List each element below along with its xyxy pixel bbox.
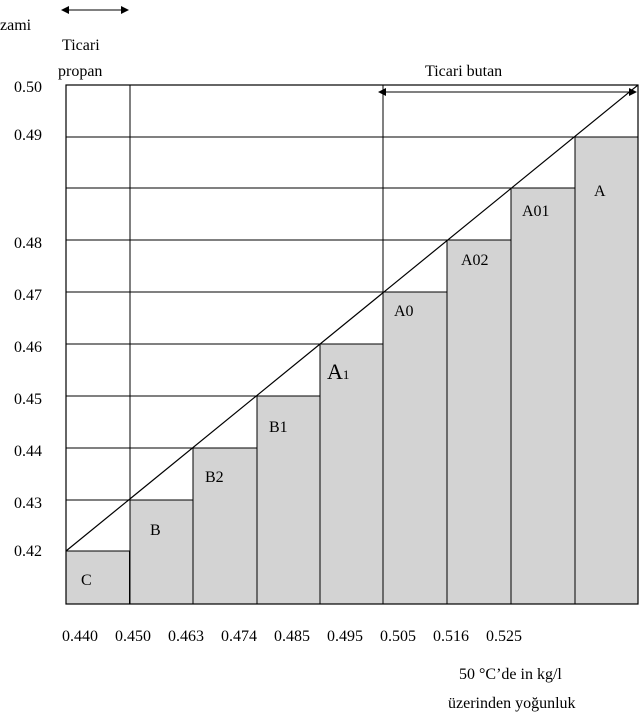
y-tick: 0.42 [14,543,42,560]
bar-a0 [382,291,448,605]
y-tick: 0.43 [14,495,42,512]
step-label-b: B [150,522,161,539]
x-tick: 0.505 [380,628,416,645]
x-tick: 0.440 [62,628,98,645]
butan-label: Ticari butan [425,63,502,80]
y-tick: 0.48 [14,235,42,252]
bar-b2 [192,447,258,605]
y-tick: 0.45 [14,391,42,408]
step-label-c: C [81,572,92,589]
y-tick: 0.50 [14,79,42,96]
y-tick: 0.49 [14,127,42,144]
step-labels: C B B2 B1 A1 A0 A02 A01 A [81,183,606,589]
step-label-a1-sub: 1 [343,367,350,382]
x-tick: 0.450 [115,628,151,645]
step-label-a: A [594,183,606,200]
x-tick: 0.474 [221,628,257,645]
step-label-a1-main: A [327,359,343,384]
x-axis-labels: 0.440 0.450 0.463 0.474 0.485 0.495 0.50… [62,628,522,645]
y-tick: 0.47 [14,287,42,304]
x-tick: 0.485 [274,628,310,645]
x-tick: 0.516 [433,628,469,645]
y-axis-labels: 0.50 0.49 0.48 0.47 0.46 0.45 0.44 0.43 … [14,79,42,560]
step-label-b2: B2 [205,469,224,486]
bar-a [574,136,639,605]
grade-bars [65,136,639,605]
footer-line1: 50 °C’de in kg/l [459,666,562,683]
x-tick: 0.525 [486,628,522,645]
header-left-partial: zami [0,17,32,34]
bar-a02 [446,239,512,605]
bar-b [129,499,194,605]
step-label-b1: B1 [269,419,288,436]
footer-line2: üzerinden yoğunluk [448,695,576,712]
bar-b1 [256,395,321,605]
step-label-a1: A1 [327,359,349,384]
bar-a1 [319,343,384,605]
y-tick: 0.44 [14,443,42,460]
x-tick: 0.463 [168,628,204,645]
step-label-a01: A01 [522,203,550,220]
bar-c [65,550,130,605]
propan-label-line1: Ticari [62,37,100,54]
step-label-a02: A02 [461,252,489,269]
y-tick: 0.46 [14,339,42,356]
diagonal-line [65,84,639,552]
propan-label-line2: propan [58,63,102,80]
bar-a01 [510,187,576,605]
x-tick: 0.495 [327,628,363,645]
step-label-a0: A0 [394,303,414,320]
